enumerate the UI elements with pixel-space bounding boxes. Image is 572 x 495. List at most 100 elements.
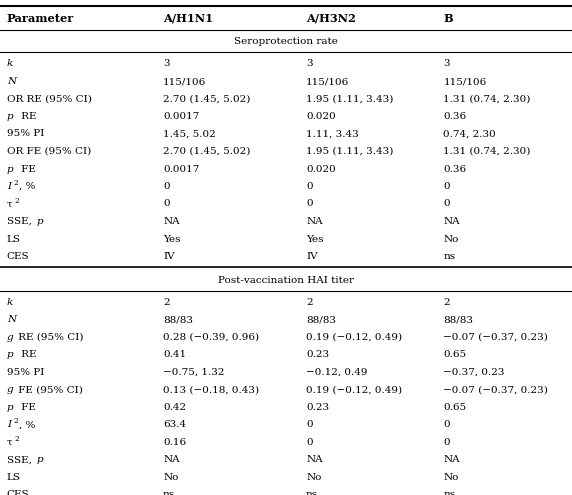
- Text: OR FE (95% CI): OR FE (95% CI): [7, 147, 91, 156]
- Text: 3: 3: [443, 59, 450, 68]
- Text: 0.36: 0.36: [443, 164, 466, 174]
- Text: 2: 2: [443, 298, 450, 307]
- Text: 0.19 (−0.12, 0.49): 0.19 (−0.12, 0.49): [306, 385, 402, 394]
- Text: −0.07 (−0.37, 0.23): −0.07 (−0.37, 0.23): [443, 333, 548, 342]
- Text: 1.11, 3.43: 1.11, 3.43: [306, 130, 359, 139]
- Text: LS: LS: [7, 235, 21, 244]
- Text: τ: τ: [7, 438, 13, 447]
- Text: 95% PI: 95% PI: [7, 368, 44, 377]
- Text: ns: ns: [443, 490, 455, 495]
- Text: 1.95 (1.11, 3.43): 1.95 (1.11, 3.43): [306, 147, 394, 156]
- Text: , %: , %: [19, 420, 36, 429]
- Text: 2.70 (1.45, 5.02): 2.70 (1.45, 5.02): [163, 147, 251, 156]
- Text: A/H3N2: A/H3N2: [306, 12, 356, 23]
- Text: RE (95% CI): RE (95% CI): [15, 333, 84, 342]
- Text: 0.36: 0.36: [443, 112, 466, 121]
- Text: 0.020: 0.020: [306, 112, 336, 121]
- Text: NA: NA: [306, 217, 323, 226]
- Text: 63.4: 63.4: [163, 420, 186, 429]
- Text: p: p: [7, 403, 14, 412]
- Text: 0.13 (−0.18, 0.43): 0.13 (−0.18, 0.43): [163, 385, 259, 394]
- Text: p: p: [7, 350, 14, 359]
- Text: No: No: [163, 473, 178, 482]
- Text: SSE,: SSE,: [7, 455, 35, 464]
- Text: 0: 0: [443, 182, 450, 191]
- Text: 1.31 (0.74, 2.30): 1.31 (0.74, 2.30): [443, 95, 531, 103]
- Text: Seroprotection rate: Seroprotection rate: [234, 37, 338, 46]
- Text: p: p: [37, 217, 43, 226]
- Text: 0: 0: [306, 420, 313, 429]
- Text: 0.0017: 0.0017: [163, 112, 200, 121]
- Text: 0.28 (−0.39, 0.96): 0.28 (−0.39, 0.96): [163, 333, 259, 342]
- Text: ns: ns: [306, 490, 318, 495]
- Text: 0: 0: [163, 199, 170, 208]
- Text: 115/106: 115/106: [163, 77, 206, 86]
- Text: Parameter: Parameter: [7, 12, 74, 23]
- Text: IV: IV: [163, 252, 174, 261]
- Text: −0.07 (−0.37, 0.23): −0.07 (−0.37, 0.23): [443, 385, 548, 394]
- Text: B: B: [443, 12, 453, 23]
- Text: N: N: [7, 315, 16, 324]
- Text: OR RE (95% CI): OR RE (95% CI): [7, 95, 92, 103]
- Text: RE: RE: [18, 350, 37, 359]
- Text: 0.74, 2.30: 0.74, 2.30: [443, 130, 496, 139]
- Text: 2: 2: [14, 417, 18, 425]
- Text: p: p: [7, 164, 14, 174]
- Text: 2: 2: [15, 197, 19, 204]
- Text: FE: FE: [18, 164, 36, 174]
- Text: N: N: [7, 77, 16, 86]
- Text: No: No: [443, 235, 459, 244]
- Text: IV: IV: [306, 252, 317, 261]
- Text: −0.75, 1.32: −0.75, 1.32: [163, 368, 225, 377]
- Text: p: p: [37, 455, 43, 464]
- Text: 3: 3: [306, 59, 313, 68]
- Text: RE: RE: [18, 112, 37, 121]
- Text: 0: 0: [306, 199, 313, 208]
- Text: LS: LS: [7, 473, 21, 482]
- Text: g: g: [7, 333, 14, 342]
- Text: 0: 0: [163, 182, 170, 191]
- Text: , %: , %: [19, 182, 36, 191]
- Text: 0: 0: [443, 199, 450, 208]
- Text: 0.16: 0.16: [163, 438, 186, 447]
- Text: FE: FE: [18, 403, 36, 412]
- Text: CES: CES: [7, 490, 30, 495]
- Text: 0.020: 0.020: [306, 164, 336, 174]
- Text: 115/106: 115/106: [306, 77, 349, 86]
- Text: I: I: [7, 182, 11, 191]
- Text: k: k: [7, 298, 13, 307]
- Text: 0: 0: [443, 420, 450, 429]
- Text: p: p: [7, 112, 14, 121]
- Text: Yes: Yes: [306, 235, 324, 244]
- Text: FE (95% CI): FE (95% CI): [15, 385, 84, 394]
- Text: NA: NA: [306, 455, 323, 464]
- Text: No: No: [306, 473, 321, 482]
- Text: 3: 3: [163, 59, 170, 68]
- Text: 0.65: 0.65: [443, 403, 466, 412]
- Text: 2: 2: [14, 179, 18, 187]
- Text: 88/83: 88/83: [306, 315, 336, 324]
- Text: CES: CES: [7, 252, 30, 261]
- Text: 0: 0: [306, 182, 313, 191]
- Text: −0.37, 0.23: −0.37, 0.23: [443, 368, 505, 377]
- Text: 0.19 (−0.12, 0.49): 0.19 (−0.12, 0.49): [306, 333, 402, 342]
- Text: 0.65: 0.65: [443, 350, 466, 359]
- Text: Yes: Yes: [163, 235, 181, 244]
- Text: 0: 0: [306, 438, 313, 447]
- Text: k: k: [7, 59, 13, 68]
- Text: 1.45, 5.02: 1.45, 5.02: [163, 130, 216, 139]
- Text: ns: ns: [163, 490, 175, 495]
- Text: 115/106: 115/106: [443, 77, 487, 86]
- Text: No: No: [443, 473, 459, 482]
- Text: SSE,: SSE,: [7, 217, 35, 226]
- Text: 0.23: 0.23: [306, 403, 329, 412]
- Text: 88/83: 88/83: [443, 315, 473, 324]
- Text: Post-vaccination HAI titer: Post-vaccination HAI titer: [218, 276, 354, 285]
- Text: A/H1N1: A/H1N1: [163, 12, 213, 23]
- Text: 2: 2: [15, 435, 19, 443]
- Text: ns: ns: [443, 252, 455, 261]
- Text: I: I: [7, 420, 11, 429]
- Text: 95% PI: 95% PI: [7, 130, 44, 139]
- Text: NA: NA: [443, 217, 460, 226]
- Text: 0: 0: [443, 438, 450, 447]
